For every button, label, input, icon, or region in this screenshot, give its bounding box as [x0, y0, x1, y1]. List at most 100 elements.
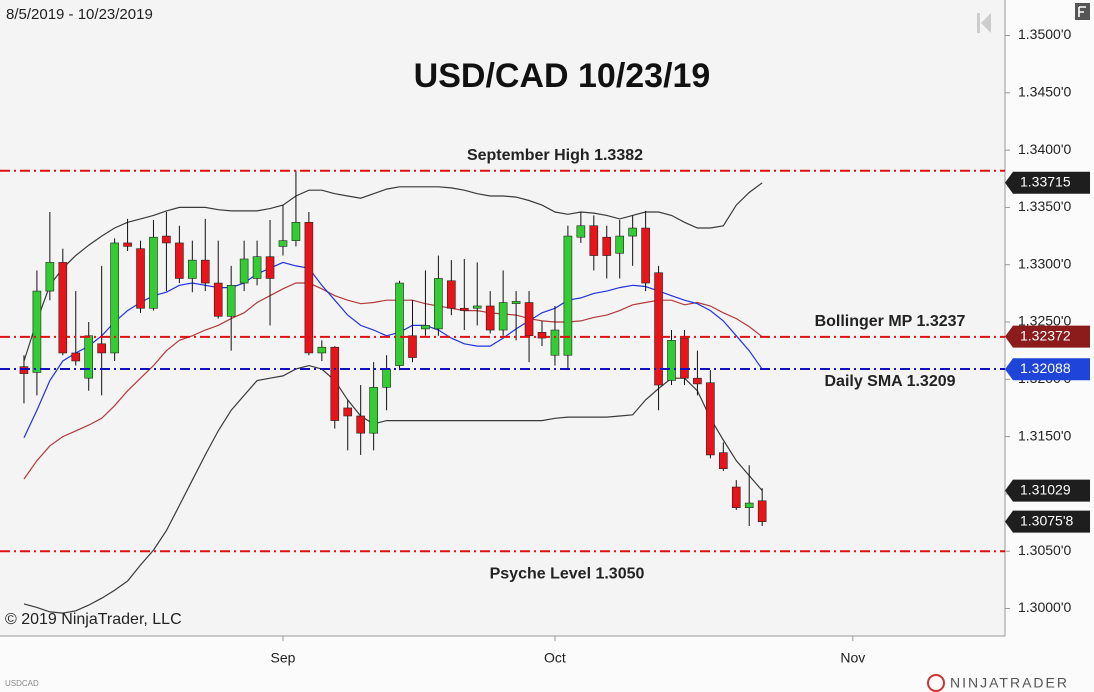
- icon-arrow: [981, 13, 991, 33]
- candle-body: [356, 415, 365, 434]
- price-badge: [1005, 479, 1090, 502]
- axis-background: [0, 636, 1005, 692]
- candle-body: [226, 285, 236, 317]
- x-tick-label: Nov: [840, 650, 865, 666]
- brand: NINJATRADER: [950, 675, 1069, 691]
- candle-body: [123, 242, 132, 247]
- price-badge: [1005, 325, 1090, 348]
- candle-body: [395, 282, 404, 366]
- candle-body: [162, 235, 171, 244]
- candle-body: [304, 222, 314, 354]
- y-tick-label: 1.3450'0: [1018, 84, 1071, 100]
- candle-body: [706, 382, 715, 456]
- candle-body: [213, 282, 223, 317]
- price-badge-label: 1.32088: [1020, 360, 1071, 376]
- candle-body: [589, 225, 599, 256]
- candle-body: [511, 301, 521, 304]
- plot: [19, 170, 767, 614]
- candle-body: [485, 305, 495, 331]
- candle-body: [330, 346, 340, 421]
- indicator-line: [23, 282, 763, 480]
- candle-body: [459, 307, 469, 311]
- candle-body: [641, 227, 650, 284]
- indicator-line: [23, 364, 763, 614]
- candle-body: [654, 272, 663, 386]
- candle-body: [693, 377, 702, 385]
- candle-body: [744, 502, 754, 508]
- y-tick-label: 1.3250'0: [1018, 313, 1071, 329]
- candle-body: [550, 329, 560, 356]
- candle-body: [265, 256, 275, 279]
- y-tick-label: 1.3000'0: [1018, 599, 1071, 615]
- candle-body: [628, 227, 637, 237]
- candle-body: [200, 259, 210, 284]
- price-badge-label: 1.3075'8: [1020, 512, 1073, 528]
- candle-body: [408, 335, 417, 358]
- candle-body: [343, 407, 353, 417]
- candle-body: [278, 240, 288, 247]
- candle-body: [602, 236, 612, 256]
- candle-body: [524, 302, 534, 337]
- indicator-line: [23, 182, 763, 362]
- candle-body: [563, 235, 573, 356]
- candle-body: [45, 262, 55, 292]
- price-badge-label: 1.33715: [1020, 173, 1071, 189]
- copyright: © 2019 NinjaTrader, LLC: [5, 611, 182, 628]
- icon-f-glyph: [1078, 6, 1086, 17]
- chart-title: USD/CAD 10/23/19: [414, 57, 711, 95]
- candle-body: [19, 366, 29, 374]
- candle-body: [757, 500, 767, 522]
- candle-body: [149, 236, 158, 309]
- candle-body: [537, 332, 547, 339]
- candle-body: [731, 486, 741, 508]
- candle-body: [667, 340, 676, 381]
- x-tick-label: Sep: [271, 650, 296, 666]
- candle-body: [680, 337, 689, 379]
- x-tick-label: Oct: [544, 650, 566, 666]
- y-tick-label: 1.3400'0: [1018, 141, 1071, 157]
- candle-body: [110, 242, 119, 354]
- indicator-line: [23, 261, 763, 439]
- candle-body: [71, 352, 81, 362]
- price-badge: [1005, 358, 1090, 381]
- candle-body: [239, 258, 249, 284]
- candle-body: [58, 262, 68, 354]
- candle-body: [97, 343, 106, 354]
- level-label: Psyche Level 1.3050: [490, 565, 645, 582]
- candle-body: [434, 278, 443, 330]
- candle-body: [447, 280, 456, 309]
- date-range: 8/5/2019 - 10/23/2019: [6, 6, 153, 23]
- candle-body: [472, 305, 482, 309]
- candle-body: [719, 452, 728, 469]
- y-tick-label: 1.3150'0: [1018, 427, 1071, 443]
- level-label: Daily SMA 1.3209: [824, 373, 955, 390]
- candle-body: [382, 368, 391, 388]
- symbol: USDCAD: [5, 679, 39, 688]
- candle-body: [291, 222, 301, 241]
- candle-body: [317, 346, 327, 354]
- y-tick-label: 1.3050'0: [1018, 542, 1071, 558]
- candle-body: [421, 325, 430, 330]
- brand-logo: [927, 674, 945, 692]
- price-badge-label: 1.32372: [1020, 327, 1071, 343]
- price-badge: [1005, 171, 1090, 194]
- candle-body: [136, 248, 145, 309]
- candle-body: [32, 290, 42, 373]
- candle-body: [252, 256, 262, 279]
- candle-body: [188, 259, 197, 279]
- icon-bar: [977, 13, 980, 33]
- price-badge-label: 1.31029: [1020, 481, 1071, 497]
- y-tick-label: 1.3300'0: [1018, 255, 1071, 271]
- y-tick-label: 1.3500'0: [1018, 26, 1071, 42]
- level-label: September High 1.3382: [467, 147, 643, 164]
- candle-body: [175, 242, 184, 279]
- icon-back[interactable]: [977, 13, 991, 33]
- level-label: Bollinger MP 1.3237: [815, 313, 966, 330]
- candle-body: [369, 387, 378, 434]
- candle-body: [84, 335, 94, 379]
- y-tick-label: 1.3350'0: [1018, 198, 1071, 214]
- candle-body: [615, 235, 625, 254]
- price-badge: [1005, 510, 1090, 533]
- candle-body: [576, 225, 586, 238]
